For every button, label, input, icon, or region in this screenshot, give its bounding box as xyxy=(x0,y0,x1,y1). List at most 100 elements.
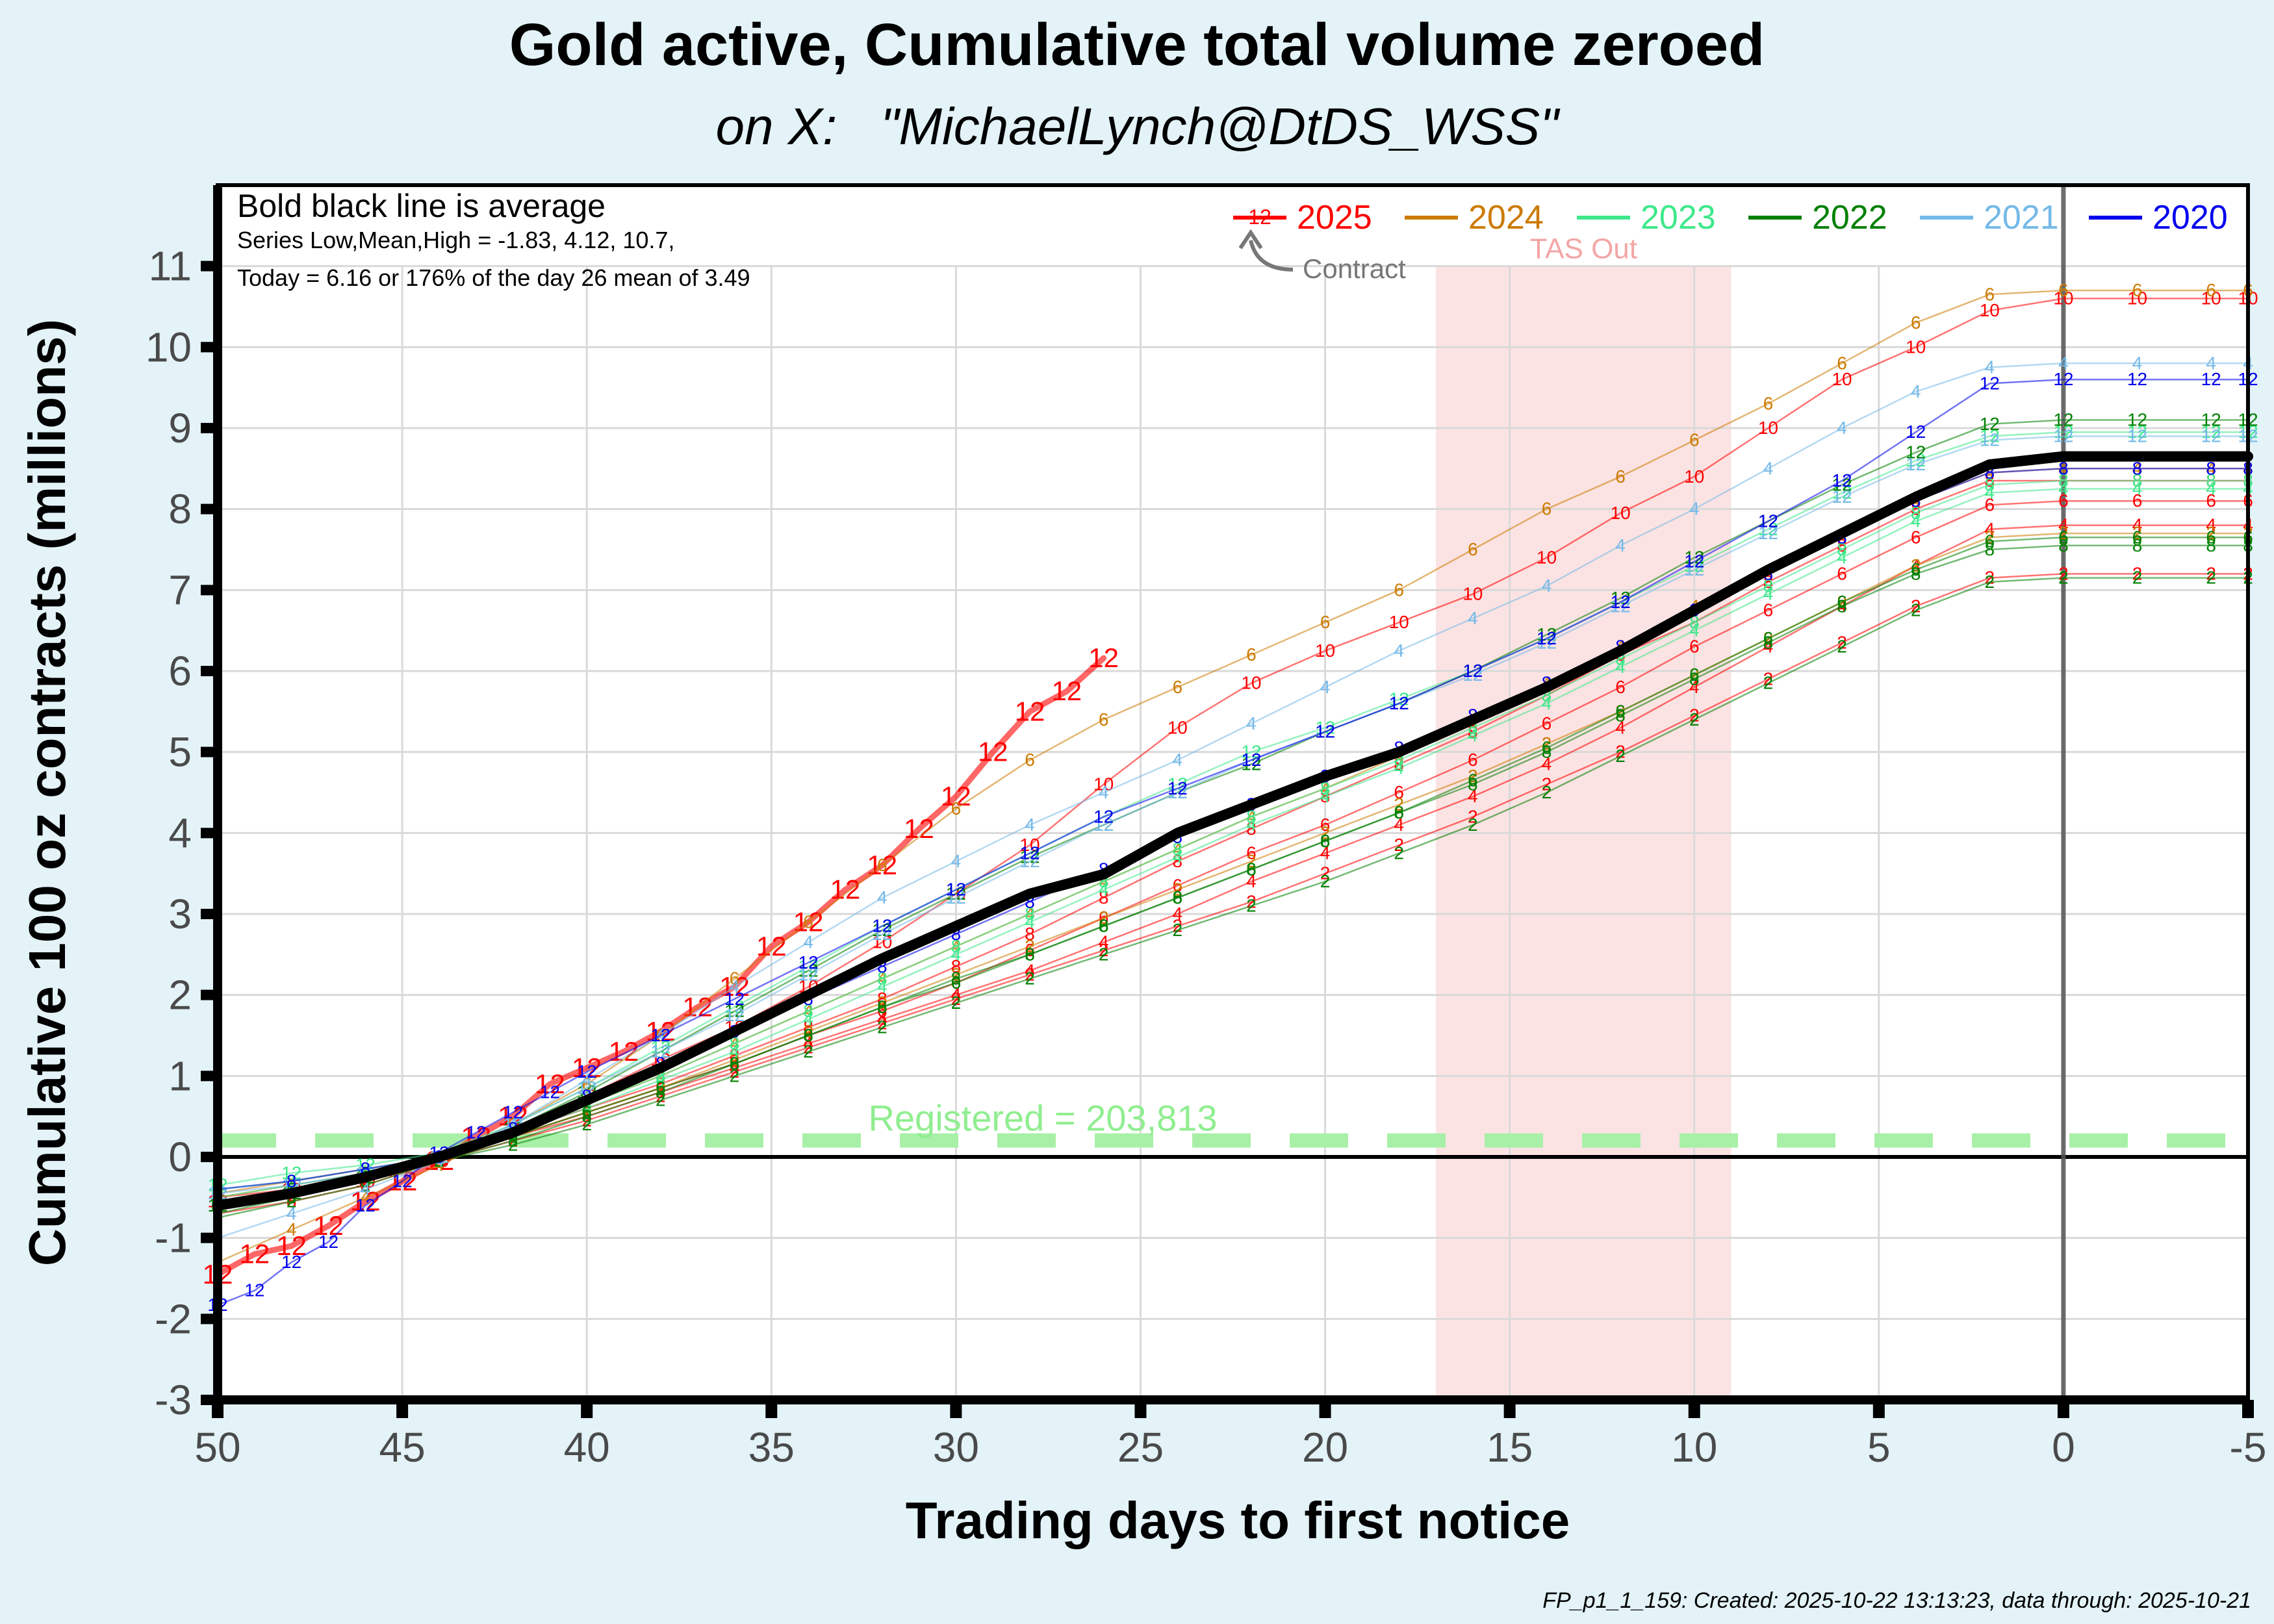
series-line xyxy=(216,289,2249,1199)
point-marker: 6 xyxy=(1320,612,1331,632)
point-marker: 10 xyxy=(1980,300,2000,320)
point-marker: 4 xyxy=(1763,584,1774,604)
point-marker: 6 xyxy=(1984,284,1995,304)
point-marker: 4 xyxy=(803,1009,813,1029)
point-marker: 8 xyxy=(1984,474,1995,494)
point-marker: 12 xyxy=(1051,676,1082,706)
x-tick-label: 0 xyxy=(2052,1424,2075,1471)
note-today: Today = 6.16 or 176% of the day 26 mean … xyxy=(237,264,750,291)
y-tick-label: -2 xyxy=(155,1295,192,1342)
legend-item-2022: 2022 xyxy=(1748,199,1887,236)
point-marker: 6 xyxy=(1984,531,1995,552)
point-marker: 4 xyxy=(1025,815,1035,835)
footer-note: FP_p1_1_159: Created: 2025-10-22 13:13:2… xyxy=(1542,1588,2251,1613)
x-tick-label: 45 xyxy=(379,1424,425,1471)
y-tick-label: 11 xyxy=(149,243,192,290)
point-marker: 12 xyxy=(355,1195,376,1215)
point-marker: 4 xyxy=(2132,515,2143,535)
point-marker: 6 xyxy=(1320,831,1331,851)
point-marker: 12 xyxy=(503,1102,523,1122)
legend-label: 2023 xyxy=(1641,199,1716,236)
x-tick-label: 30 xyxy=(933,1424,979,1471)
point-marker: 12 xyxy=(1832,470,1852,490)
point-marker: 2 xyxy=(803,1041,813,1061)
point-marker: 2 xyxy=(730,1065,740,1085)
point-marker: 12 xyxy=(798,965,819,985)
point-marker: 6 xyxy=(1911,312,1921,333)
point-marker: 12 xyxy=(650,1025,671,1045)
point-marker: 6 xyxy=(1689,637,1700,657)
point-marker: 8 xyxy=(2206,470,2216,490)
point-marker: 4 xyxy=(1468,726,1478,746)
point-marker: 2 xyxy=(1542,774,1552,794)
point-marker: 6 xyxy=(2132,490,2143,511)
point-marker: 4 xyxy=(2132,353,2143,373)
point-marker: 6 xyxy=(1320,815,1331,835)
point-marker: 4 xyxy=(2058,515,2069,535)
series-line xyxy=(216,362,2249,1239)
point-marker: 12 xyxy=(1980,414,2000,434)
point-marker: 6 xyxy=(1689,430,1700,450)
point-marker: 6 xyxy=(1172,887,1182,907)
point-marker: 12 xyxy=(1015,696,1045,726)
point-marker: 12 xyxy=(2053,410,2073,430)
point-marker: 12 xyxy=(1980,373,2000,393)
point-marker: 4 xyxy=(1099,880,1109,900)
chart-subtitle: on X: "MichaelLynch@DtDS_WSS" xyxy=(715,97,1561,155)
point-marker: 6 xyxy=(1468,539,1478,559)
legend-item-2020: 2020 xyxy=(2089,199,2228,236)
point-marker: 6 xyxy=(1099,709,1109,730)
x-tick-label: 40 xyxy=(564,1424,610,1471)
point-marker: 2 xyxy=(1911,600,1921,620)
point-marker: 12 xyxy=(577,1061,597,1082)
point-marker: 2 xyxy=(1320,871,1331,891)
point-marker: 2 xyxy=(1394,794,1404,815)
point-marker: 2 xyxy=(1468,815,1478,835)
point-marker: 8 xyxy=(951,956,962,976)
point-marker: 10 xyxy=(1684,466,1704,487)
series-average xyxy=(212,451,2253,1211)
x-tick-label: 20 xyxy=(1302,1424,1348,1471)
point-marker: 12 xyxy=(239,1239,270,1269)
contract-arrowhead-icon xyxy=(1238,229,1263,249)
point-marker: 6 xyxy=(1542,737,1552,757)
point-marker: 12 xyxy=(1537,628,1557,648)
point-marker: 12 xyxy=(941,781,971,811)
point-marker: 4 xyxy=(1172,750,1182,770)
x-tick-label: 15 xyxy=(1487,1424,1533,1471)
point-marker: 2 xyxy=(1394,835,1404,855)
point-marker: 10 xyxy=(2127,288,2147,309)
point-marker: 2 xyxy=(1689,709,1700,730)
point-marker: 4 xyxy=(1689,677,1700,697)
point-marker: 2 xyxy=(1099,907,1109,928)
point-marker: 2 xyxy=(1025,936,1035,956)
point-marker: 4 xyxy=(1394,758,1404,778)
point-marker: 8 xyxy=(2058,458,2069,478)
point-marker: 2 xyxy=(1172,880,1182,900)
point-marker: 2 xyxy=(1172,920,1182,940)
point-marker: 4 xyxy=(1320,677,1331,697)
point-marker: 6 xyxy=(1837,353,1847,373)
point-marker: 10 xyxy=(1168,717,1188,737)
point-marker: 4 xyxy=(1172,904,1182,924)
point-marker: 4 xyxy=(360,1179,370,1199)
point-marker: 6 xyxy=(951,798,962,818)
point-marker: 4 xyxy=(730,1041,740,1061)
y-tick-label: 7 xyxy=(168,566,192,613)
y-tick-label: 4 xyxy=(168,809,192,856)
point-marker: 4 xyxy=(1984,519,1995,539)
point-marker: 6 xyxy=(1246,843,1257,863)
point-marker: 10 xyxy=(1315,641,1335,661)
point-marker: 4 xyxy=(1394,815,1404,835)
point-marker: 6 xyxy=(1837,592,1847,612)
point-marker: 4 xyxy=(1689,620,1700,641)
point-marker: 12 xyxy=(281,1252,301,1272)
x-tick-label: 50 xyxy=(194,1424,240,1471)
point-marker: 6 xyxy=(1763,628,1774,648)
point-marker: 4 xyxy=(951,851,962,871)
point-marker: 10 xyxy=(2201,288,2221,309)
point-marker: 2 xyxy=(2132,568,2143,588)
point-marker: 10 xyxy=(1758,418,1778,438)
point-marker: 2 xyxy=(1320,863,1331,883)
point-marker: 6 xyxy=(877,855,888,875)
